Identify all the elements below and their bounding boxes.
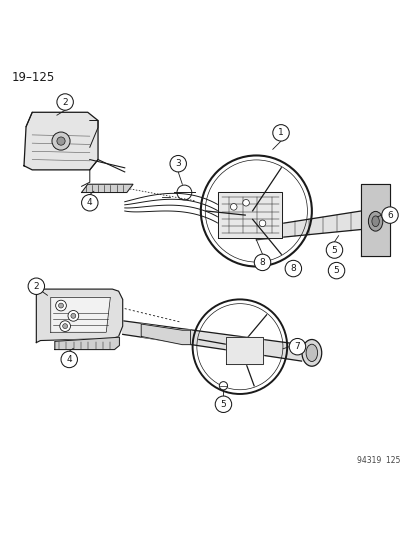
Text: 8: 8: [259, 258, 265, 267]
Polygon shape: [81, 184, 133, 192]
Ellipse shape: [371, 216, 378, 227]
Text: 19–125: 19–125: [12, 71, 55, 84]
Polygon shape: [122, 321, 301, 361]
Polygon shape: [218, 192, 281, 238]
Circle shape: [57, 137, 65, 145]
Text: 1: 1: [278, 128, 283, 138]
Text: 6: 6: [386, 211, 392, 220]
Text: 94319  125: 94319 125: [356, 456, 399, 465]
Circle shape: [230, 204, 237, 210]
Text: 5: 5: [220, 400, 226, 409]
Polygon shape: [225, 337, 262, 364]
Circle shape: [259, 220, 265, 227]
Circle shape: [71, 313, 76, 318]
Text: 4: 4: [66, 355, 72, 364]
Text: 8: 8: [290, 264, 296, 273]
Circle shape: [325, 242, 342, 259]
Circle shape: [328, 262, 344, 279]
Circle shape: [81, 195, 98, 211]
Circle shape: [242, 199, 249, 206]
Circle shape: [68, 311, 78, 321]
Text: 7: 7: [294, 342, 299, 351]
Circle shape: [219, 382, 227, 390]
Text: 3: 3: [175, 159, 180, 168]
Ellipse shape: [301, 340, 321, 366]
Circle shape: [285, 260, 301, 277]
Ellipse shape: [305, 344, 317, 361]
Text: 2: 2: [62, 98, 68, 107]
Circle shape: [28, 278, 45, 294]
Circle shape: [289, 338, 305, 355]
Ellipse shape: [368, 212, 382, 231]
Circle shape: [52, 132, 70, 150]
Circle shape: [170, 156, 186, 172]
Polygon shape: [36, 289, 122, 343]
Polygon shape: [141, 324, 190, 345]
Text: 4: 4: [87, 198, 93, 207]
Polygon shape: [51, 297, 110, 332]
Polygon shape: [360, 184, 389, 256]
Circle shape: [215, 396, 231, 413]
Circle shape: [58, 303, 63, 308]
Polygon shape: [55, 337, 119, 350]
Circle shape: [254, 254, 270, 271]
Text: 5: 5: [333, 266, 339, 275]
Text: 5: 5: [331, 246, 337, 255]
Polygon shape: [24, 112, 98, 170]
Text: 2: 2: [33, 282, 39, 290]
Circle shape: [55, 300, 66, 311]
Circle shape: [62, 324, 67, 329]
Circle shape: [272, 125, 289, 141]
Polygon shape: [256, 211, 360, 240]
Circle shape: [381, 207, 397, 223]
Circle shape: [61, 351, 77, 368]
Circle shape: [57, 94, 73, 110]
Circle shape: [59, 321, 70, 332]
